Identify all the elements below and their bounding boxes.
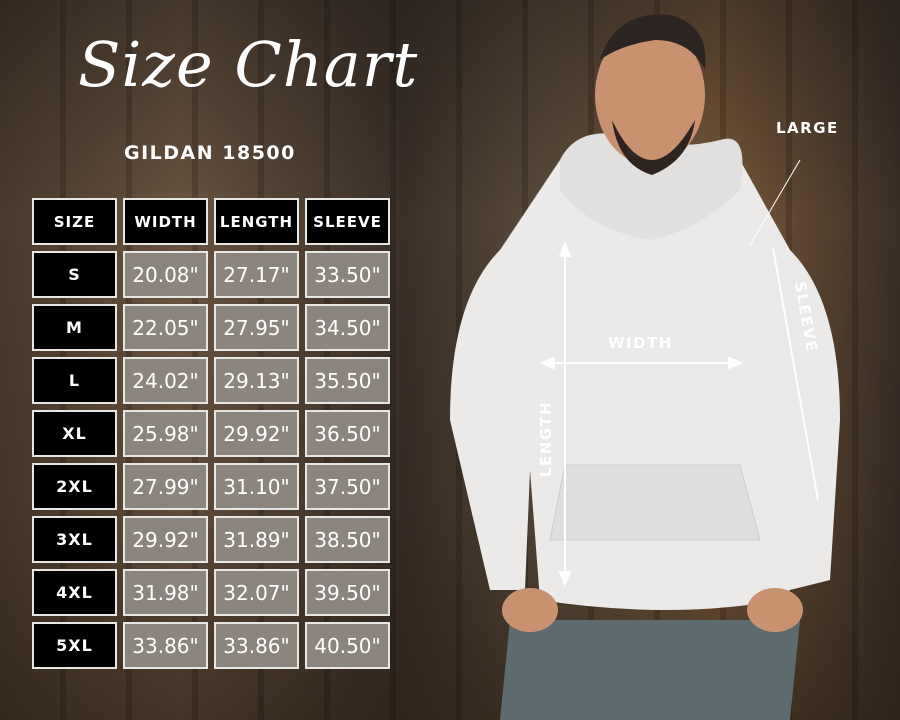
width-cell: 20.08" (123, 251, 208, 298)
jeans (500, 620, 800, 720)
length-arrow-head-top (558, 241, 572, 257)
header-width: WIDTH (123, 198, 208, 245)
beard (612, 120, 695, 175)
size-cell: L (32, 357, 117, 404)
sleeve-cell: 35.50" (305, 357, 390, 404)
width-label: WIDTH (608, 334, 673, 352)
length-cell: 29.92" (214, 410, 299, 457)
width-cell: 22.05" (123, 304, 208, 351)
sleeve-cell: 40.50" (305, 622, 390, 669)
length-cell: 32.07" (214, 569, 299, 616)
size-cell: XL (32, 410, 117, 457)
width-arrow-head-left (539, 356, 555, 370)
sleeve-cell: 33.50" (305, 251, 390, 298)
header-size: SIZE (32, 198, 117, 245)
hood (560, 133, 743, 240)
sleeve-cell: 36.50" (305, 410, 390, 457)
width-cell: 27.99" (123, 463, 208, 510)
width-cell: 29.92" (123, 516, 208, 563)
size-cell: 5XL (32, 622, 117, 669)
head (595, 25, 705, 165)
width-cell: 31.98" (123, 569, 208, 616)
length-cell: 31.89" (214, 516, 299, 563)
size-cell: S (32, 251, 117, 298)
measurement-arrows (539, 159, 819, 587)
width-cell: 25.98" (123, 410, 208, 457)
length-cell: 29.13" (214, 357, 299, 404)
large-pointer-line (749, 159, 801, 246)
width-cell: 24.02" (123, 357, 208, 404)
product-subtitle: GILDAN 18500 (124, 142, 296, 164)
size-cell: 3XL (32, 516, 117, 563)
right-hand (747, 588, 803, 632)
length-arrow-head-bottom (558, 571, 572, 587)
sleeve-cell: 39.50" (305, 569, 390, 616)
sleeve-cell: 34.50" (305, 304, 390, 351)
hair (600, 14, 706, 70)
size-cell: M (32, 304, 117, 351)
size-table: SIZE WIDTH LENGTH SLEEVE S 20.08" 27.17" 33… (32, 198, 390, 669)
sleeve-arrow (772, 247, 819, 501)
length-cell: 27.95" (214, 304, 299, 351)
sleeve-cell: 37.50" (305, 463, 390, 510)
length-cell: 31.10" (214, 463, 299, 510)
width-arrow-head-right (728, 356, 744, 370)
size-cell: 4XL (32, 569, 117, 616)
left-hand (502, 588, 558, 632)
page-title: Size Chart (78, 28, 419, 101)
pocket (549, 464, 761, 541)
length-cell: 27.17" (214, 251, 299, 298)
length-cell: 33.86" (214, 622, 299, 669)
header-sleeve: SLEEVE (305, 198, 390, 245)
sleeve-cell: 38.50" (305, 516, 390, 563)
width-cell: 33.86" (123, 622, 208, 669)
length-label: LENGTH (537, 400, 556, 478)
model-hoodie-illustration (450, 14, 840, 720)
size-cell: 2XL (32, 463, 117, 510)
header-length: LENGTH (214, 198, 299, 245)
size-label-large: LARGE (776, 119, 839, 137)
